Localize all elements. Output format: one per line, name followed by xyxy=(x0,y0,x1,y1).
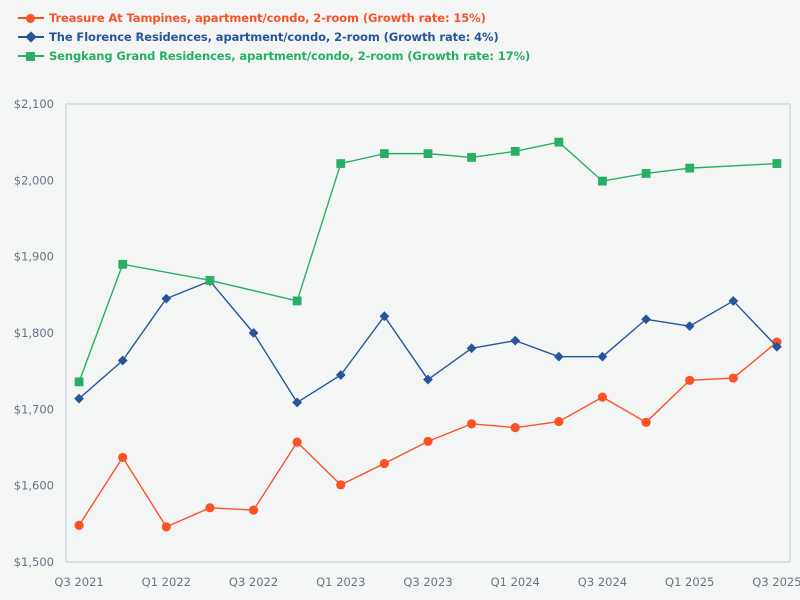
data-point[interactable] xyxy=(510,335,521,346)
x-tick-label: Q3 2023 xyxy=(403,575,452,589)
series-line xyxy=(78,141,778,383)
data-point[interactable] xyxy=(118,259,128,269)
data-point[interactable] xyxy=(423,149,433,159)
legend-label-the-florence-residences: The Florence Residences, apartment/condo… xyxy=(49,29,499,44)
data-point[interactable] xyxy=(118,452,128,463)
data-point[interactable] xyxy=(597,351,608,362)
legend-marker-circle-icon xyxy=(18,11,44,25)
data-point[interactable] xyxy=(161,522,171,532)
legend-item-treasure-at-tampines[interactable]: Treasure At Tampines, apartment/condo, 2… xyxy=(18,8,788,27)
data-point[interactable] xyxy=(292,397,303,408)
series-1 xyxy=(74,337,782,532)
data-point[interactable] xyxy=(685,163,695,173)
y-axis-ticks: $1,500 $1,600 $1,700 $1,800 $1,900 $2,000 $2,1… xyxy=(14,97,54,569)
data-point[interactable] xyxy=(641,169,651,178)
data-point[interactable] xyxy=(772,159,782,168)
data-point[interactable] xyxy=(641,417,651,427)
data-point[interactable] xyxy=(598,176,607,186)
data-point[interactable] xyxy=(335,370,346,380)
data-point[interactable] xyxy=(597,392,608,402)
data-point[interactable] xyxy=(423,374,433,385)
y-tick-label: $1,500 xyxy=(14,555,54,569)
x-tick-label: Q1 2024 xyxy=(491,575,540,589)
data-point[interactable] xyxy=(379,458,389,469)
data-point[interactable] xyxy=(554,416,564,427)
series-3 xyxy=(74,137,782,387)
data-point[interactable] xyxy=(74,377,84,387)
data-point[interactable] xyxy=(292,296,302,306)
axis-lines xyxy=(65,103,791,563)
data-point[interactable] xyxy=(292,437,302,447)
data-point[interactable] xyxy=(466,343,477,354)
x-tick-label: Q3 2022 xyxy=(229,575,278,589)
series-2 xyxy=(74,276,782,408)
data-point[interactable] xyxy=(467,419,477,429)
y-tick-label: $2,000 xyxy=(14,173,54,187)
x-tick-label: Q3 2024 xyxy=(578,575,627,589)
data-point[interactable] xyxy=(772,341,782,352)
x-tick-label: Q1 2022 xyxy=(142,575,191,589)
data-point[interactable] xyxy=(510,423,520,433)
chart-legend: Treasure At Tampines, apartment/condo, 2… xyxy=(18,8,788,65)
data-point[interactable] xyxy=(74,520,84,530)
data-point[interactable] xyxy=(728,296,739,306)
x-tick-label: Q3 2025 xyxy=(752,575,800,589)
data-point[interactable] xyxy=(554,137,564,147)
data-point[interactable] xyxy=(685,375,695,385)
y-tick-label: $1,800 xyxy=(14,326,54,340)
legend-label-sengkang-grand-residences: Sengkang Grand Residences, apartment/con… xyxy=(49,48,531,63)
data-point[interactable] xyxy=(205,503,215,513)
legend-label-treasure-at-tampines: Treasure At Tampines, apartment/condo, 2… xyxy=(49,10,486,25)
y-tick-label: $2,100 xyxy=(14,97,54,111)
x-axis-ticks: Q3 2021 Q1 2022 Q3 2022 Q1 2023 Q3 2023 Q1 20… xyxy=(54,575,800,589)
x-tick-label: Q3 2021 xyxy=(54,575,103,589)
data-point[interactable] xyxy=(161,293,172,304)
series-line xyxy=(78,341,778,528)
legend-marker-square-icon xyxy=(18,49,44,63)
legend-item-the-florence-residences[interactable]: The Florence Residences, apartment/condo… xyxy=(18,27,788,46)
data-point[interactable] xyxy=(74,393,84,404)
x-tick-label: Q1 2025 xyxy=(665,575,714,589)
legend-marker-diamond-icon xyxy=(18,30,44,44)
data-point[interactable] xyxy=(467,153,477,162)
data-point[interactable] xyxy=(641,314,651,325)
data-point[interactable] xyxy=(379,311,390,322)
line-chart: $1,500 $1,600 $1,700 $1,800 $1,900 $2,000 $2,1… xyxy=(14,97,800,589)
data-point[interactable] xyxy=(336,480,346,490)
data-point[interactable] xyxy=(379,149,389,159)
data-point[interactable] xyxy=(336,159,346,168)
y-tick-label: $1,700 xyxy=(14,402,54,416)
data-point[interactable] xyxy=(205,275,215,285)
data-point[interactable] xyxy=(423,436,433,446)
data-point[interactable] xyxy=(510,146,520,156)
data-point[interactable] xyxy=(553,351,564,362)
data-point[interactable] xyxy=(684,321,695,332)
data-point[interactable] xyxy=(248,505,259,515)
data-point[interactable] xyxy=(728,373,738,383)
x-tick-label: Q1 2023 xyxy=(316,575,365,589)
data-series-layer xyxy=(74,137,782,532)
plot-area: $1,500 $1,600 $1,700 $1,800 $1,900 $2,000 $2,1… xyxy=(0,88,800,600)
legend-item-sengkang-grand-residences[interactable]: Sengkang Grand Residences, apartment/con… xyxy=(18,46,788,65)
y-tick-label: $1,900 xyxy=(14,250,54,264)
y-tick-label: $1,600 xyxy=(14,479,54,493)
data-point[interactable] xyxy=(117,355,128,366)
